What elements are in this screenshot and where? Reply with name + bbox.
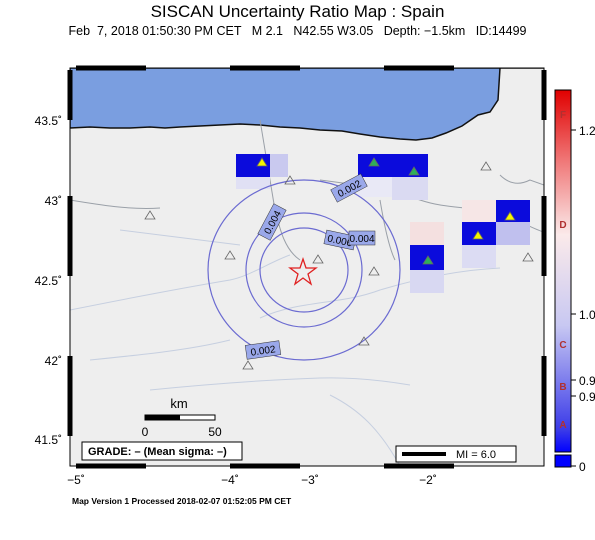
station-triangle-icon: [522, 252, 534, 262]
map-canvas[interactable]: [70, 68, 544, 466]
station-triangle-icon: [480, 161, 492, 171]
station-triangle-icon: [284, 175, 296, 185]
map-title: SISCAN Uncertainty Ratio Map : Spain: [150, 2, 445, 21]
colorbar-value: 1.2: [579, 124, 595, 138]
axis-labels: −5˚ −4˚ −3˚ −2˚ 43.5˚ 43˚ 42.5˚ 42˚ 41.5…: [35, 114, 437, 487]
station-triangle-icon: [472, 230, 484, 240]
station-triangle-icon: [242, 360, 254, 370]
scale-tick: 50: [208, 425, 222, 439]
stations: [144, 157, 534, 370]
colorbar-grade: C: [559, 340, 566, 351]
y-tick-label: 42.5˚: [35, 274, 62, 288]
x-tick-label: −3˚: [301, 473, 319, 487]
station-triangle-icon: [224, 250, 236, 260]
station-triangle-icon: [144, 210, 156, 220]
colorbar-value: 0.9: [579, 374, 595, 388]
map-footer: Map Version 1 Processed 2018-02-07 01:52…: [72, 496, 292, 506]
colorbar-grade: D: [559, 220, 566, 231]
colorbar-value: 1.0: [579, 308, 595, 322]
x-tick-label: −4˚: [221, 473, 239, 487]
y-tick-label: 42˚: [45, 354, 62, 368]
y-tick-label: 41.5˚: [35, 433, 62, 447]
station-triangle-icon: [368, 266, 380, 276]
contour-label: 0.002: [250, 344, 277, 358]
y-tick-label: 43.5˚: [35, 114, 62, 128]
colorbar: F D C B A 1.2 1.0 0.9 0.9 0: [554, 89, 595, 474]
colorbar-grade: A: [559, 420, 566, 431]
contour-label: 0.006: [326, 233, 353, 249]
station-triangle-icon: [504, 211, 516, 221]
station-triangle-icon: [256, 157, 268, 167]
colorbar-grade: B: [559, 382, 566, 393]
station-triangle-icon: [312, 254, 324, 264]
contour-lines: [207, 179, 401, 361]
uncertainty-cells: [236, 154, 530, 293]
epicenter-star-icon: [288, 256, 318, 286]
scale-tick: 0: [142, 425, 149, 439]
scale-bar: km 0 50: [142, 396, 222, 439]
event-info: Feb 7, 2018 01:50:30 PM CET M 2.1 N42.55…: [68, 24, 527, 38]
grade-box: GRADE: – (Mean sigma: –): [81, 441, 243, 461]
station-triangle-icon: [368, 157, 380, 167]
scale-unit: km: [170, 396, 187, 411]
sea-area: [70, 68, 544, 141]
grade-text: GRADE: – (Mean sigma: –): [88, 446, 227, 458]
station-triangle-icon: [422, 255, 434, 265]
colorbar-value: 0.9: [579, 390, 595, 404]
mi-text: MI = 6.0: [456, 449, 496, 461]
contour-label: 0.004: [349, 234, 374, 245]
colorbar-value: 0: [579, 460, 586, 474]
y-tick-label: 43˚: [45, 194, 62, 208]
mi-legend-box: MI = 6.0: [395, 445, 517, 463]
map-border-ticks: [67, 65, 547, 469]
contour-label-group: 0.002 0.004 0.006 0.004 0.002: [244, 173, 376, 360]
station-triangle-icon: [408, 166, 420, 176]
x-tick-label: −2˚: [419, 473, 437, 487]
colorbar-grade: F: [560, 110, 566, 121]
x-tick-label: −5˚: [67, 473, 85, 487]
station-triangle-icon: [358, 336, 370, 346]
